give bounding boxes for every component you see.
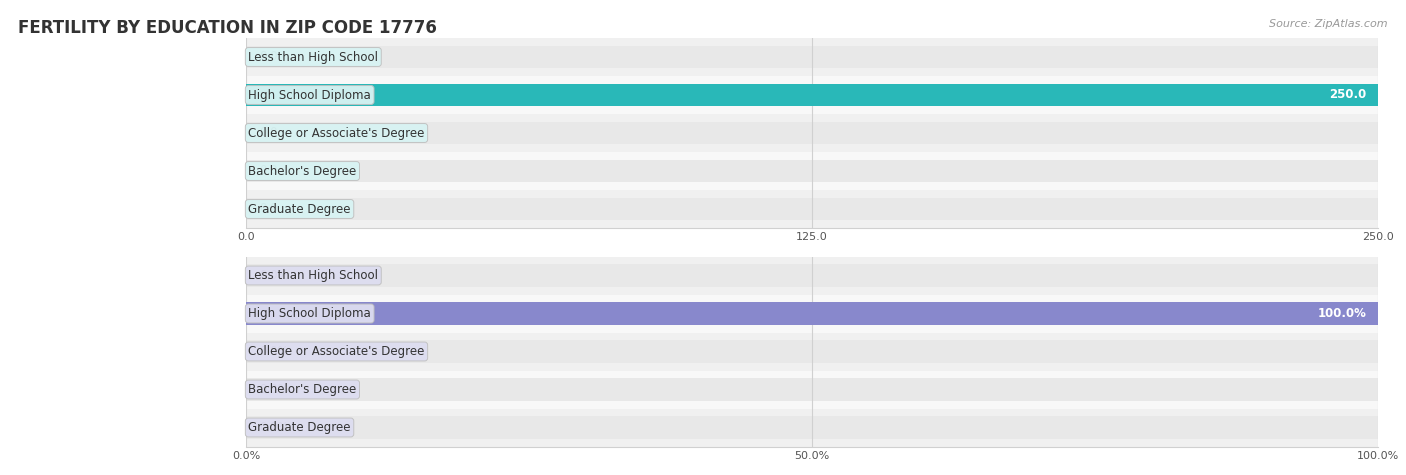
Text: 0.0%: 0.0% xyxy=(260,383,290,396)
Bar xyxy=(246,84,1378,106)
Text: 0.0: 0.0 xyxy=(260,50,278,64)
Bar xyxy=(246,38,1378,76)
Bar xyxy=(246,370,1378,408)
Bar xyxy=(246,76,1378,114)
Text: FERTILITY BY EDUCATION IN ZIP CODE 17776: FERTILITY BY EDUCATION IN ZIP CODE 17776 xyxy=(18,19,437,37)
Text: 0.0%: 0.0% xyxy=(260,269,290,282)
Bar xyxy=(246,46,1378,68)
Bar xyxy=(246,303,1378,324)
Text: High School Diploma: High School Diploma xyxy=(249,88,371,102)
Text: 100.0%: 100.0% xyxy=(1317,307,1367,320)
Text: Graduate Degree: Graduate Degree xyxy=(249,202,352,216)
Text: College or Associate's Degree: College or Associate's Degree xyxy=(249,126,425,140)
Text: Graduate Degree: Graduate Degree xyxy=(249,421,352,434)
Bar xyxy=(246,408,1378,446)
Bar xyxy=(246,114,1378,152)
Bar xyxy=(246,84,1378,106)
Bar xyxy=(246,198,1378,220)
Text: Source: ZipAtlas.com: Source: ZipAtlas.com xyxy=(1270,19,1388,29)
Bar xyxy=(246,294,1378,332)
Text: High School Diploma: High School Diploma xyxy=(249,307,371,320)
Bar xyxy=(246,265,1378,286)
Bar xyxy=(246,417,1378,438)
Text: 0.0: 0.0 xyxy=(260,126,278,140)
Bar xyxy=(246,341,1378,362)
Text: Less than High School: Less than High School xyxy=(249,50,378,64)
Bar xyxy=(246,190,1378,228)
Text: 0.0%: 0.0% xyxy=(260,345,290,358)
Bar xyxy=(246,379,1378,400)
Text: 0.0: 0.0 xyxy=(260,164,278,178)
Bar xyxy=(246,160,1378,182)
Bar xyxy=(246,152,1378,190)
Text: Bachelor's Degree: Bachelor's Degree xyxy=(249,383,357,396)
Bar xyxy=(246,303,1378,324)
Text: College or Associate's Degree: College or Associate's Degree xyxy=(249,345,425,358)
Bar xyxy=(246,122,1378,144)
Text: 0.0%: 0.0% xyxy=(260,421,290,434)
Text: 250.0: 250.0 xyxy=(1329,88,1367,102)
Text: Less than High School: Less than High School xyxy=(249,269,378,282)
Bar xyxy=(246,256,1378,294)
Bar xyxy=(246,332,1378,371)
Text: 0.0: 0.0 xyxy=(260,202,278,216)
Text: Bachelor's Degree: Bachelor's Degree xyxy=(249,164,357,178)
